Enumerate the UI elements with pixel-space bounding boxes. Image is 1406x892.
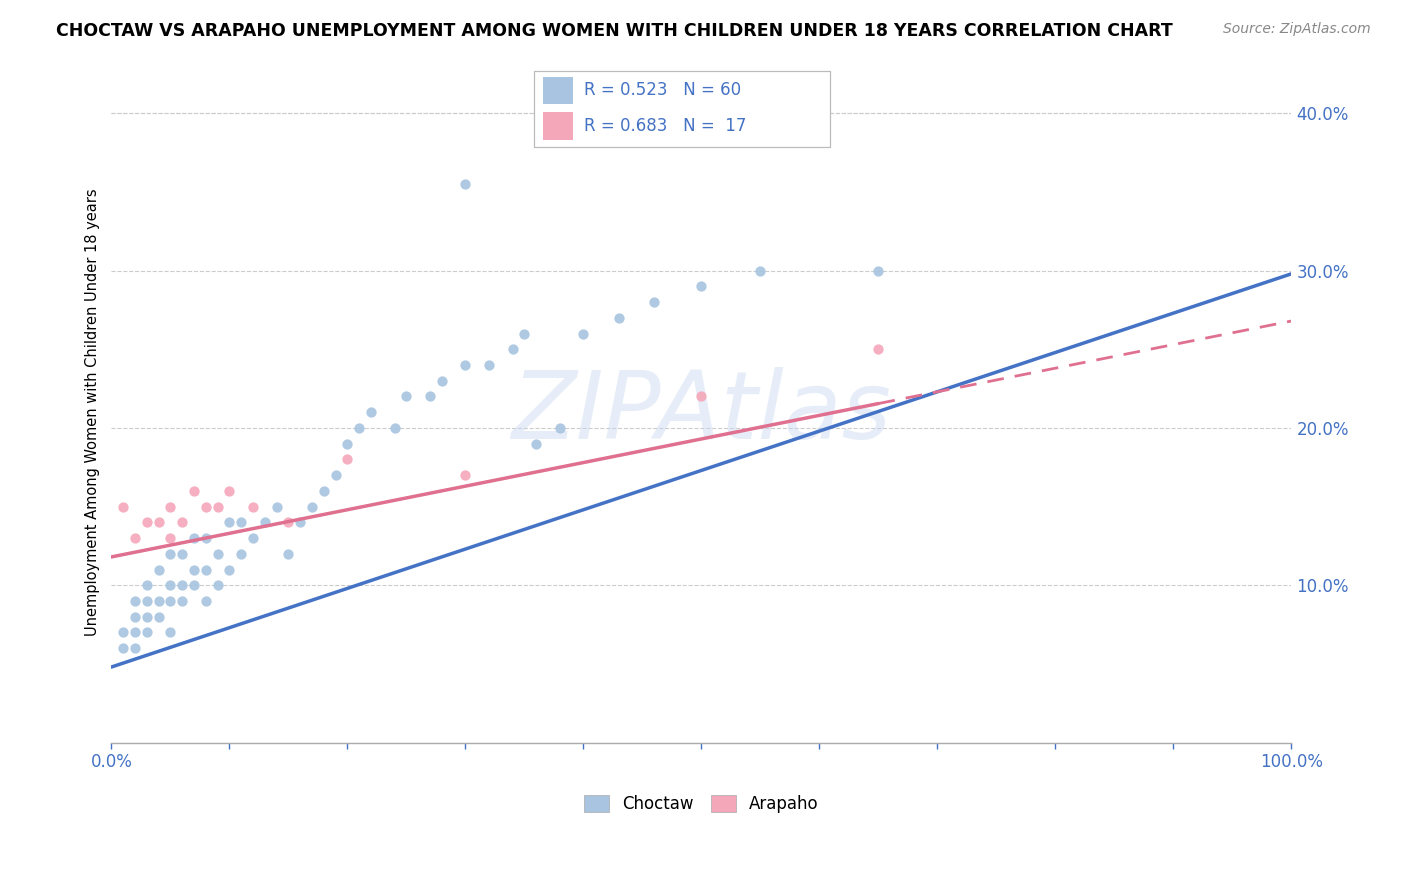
Point xyxy=(218,562,240,576)
Point xyxy=(172,594,194,608)
Point xyxy=(124,625,146,640)
Point xyxy=(183,483,205,498)
Point xyxy=(430,374,453,388)
Point xyxy=(454,177,477,191)
Point xyxy=(690,389,713,403)
Point xyxy=(336,452,359,467)
Point xyxy=(207,578,229,592)
Point xyxy=(159,578,181,592)
Point xyxy=(218,483,240,498)
Point xyxy=(336,436,359,450)
Point xyxy=(124,531,146,545)
Point xyxy=(419,389,441,403)
Text: R = 0.523   N = 60: R = 0.523 N = 60 xyxy=(585,81,741,99)
Point xyxy=(312,483,335,498)
Point xyxy=(454,468,477,483)
Y-axis label: Unemployment Among Women with Children Under 18 years: Unemployment Among Women with Children U… xyxy=(86,188,100,636)
Point xyxy=(135,516,157,530)
Point xyxy=(148,516,170,530)
Point xyxy=(159,625,181,640)
Point xyxy=(124,594,146,608)
Point xyxy=(159,531,181,545)
Point xyxy=(277,547,299,561)
Point xyxy=(277,516,299,530)
Point xyxy=(194,594,217,608)
Point xyxy=(135,578,157,592)
Legend: Choctaw, Arapaho: Choctaw, Arapaho xyxy=(578,789,825,820)
Point xyxy=(172,547,194,561)
Text: ZIPAtlas: ZIPAtlas xyxy=(512,367,891,458)
Point xyxy=(194,531,217,545)
Point xyxy=(112,625,135,640)
Point xyxy=(395,389,418,403)
Point xyxy=(548,421,571,435)
Point xyxy=(112,500,135,514)
Point xyxy=(135,609,157,624)
Point xyxy=(242,500,264,514)
Point xyxy=(325,468,347,483)
Point xyxy=(749,263,772,277)
Point xyxy=(347,421,370,435)
Point xyxy=(172,578,194,592)
Point xyxy=(194,562,217,576)
Point xyxy=(502,343,524,357)
Point xyxy=(253,516,276,530)
Point xyxy=(148,562,170,576)
Point xyxy=(454,358,477,372)
Point xyxy=(218,516,240,530)
Point xyxy=(478,358,501,372)
Point xyxy=(607,310,630,325)
Point xyxy=(301,500,323,514)
Point xyxy=(135,625,157,640)
Point xyxy=(183,531,205,545)
Point xyxy=(231,516,253,530)
Point xyxy=(690,279,713,293)
Point xyxy=(159,547,181,561)
Point xyxy=(183,578,205,592)
Point xyxy=(384,421,406,435)
Bar xyxy=(543,77,572,104)
Point xyxy=(572,326,595,341)
Point xyxy=(868,343,890,357)
Point xyxy=(524,436,547,450)
Point xyxy=(513,326,536,341)
Point xyxy=(643,295,665,310)
Point xyxy=(124,641,146,656)
Text: Source: ZipAtlas.com: Source: ZipAtlas.com xyxy=(1223,22,1371,37)
Point xyxy=(242,531,264,545)
Point xyxy=(360,405,382,419)
Text: R = 0.683   N =  17: R = 0.683 N = 17 xyxy=(585,117,747,135)
Point xyxy=(135,594,157,608)
Point xyxy=(148,594,170,608)
Point xyxy=(183,562,205,576)
Point xyxy=(159,500,181,514)
Point xyxy=(112,641,135,656)
Point xyxy=(266,500,288,514)
Point xyxy=(194,500,217,514)
Point xyxy=(868,263,890,277)
Point xyxy=(124,609,146,624)
Point xyxy=(207,500,229,514)
Point xyxy=(207,547,229,561)
Bar xyxy=(543,112,572,140)
Text: CHOCTAW VS ARAPAHO UNEMPLOYMENT AMONG WOMEN WITH CHILDREN UNDER 18 YEARS CORRELA: CHOCTAW VS ARAPAHO UNEMPLOYMENT AMONG WO… xyxy=(56,22,1173,40)
Point xyxy=(148,609,170,624)
Point xyxy=(159,594,181,608)
Point xyxy=(290,516,312,530)
Point xyxy=(231,547,253,561)
Point xyxy=(172,516,194,530)
